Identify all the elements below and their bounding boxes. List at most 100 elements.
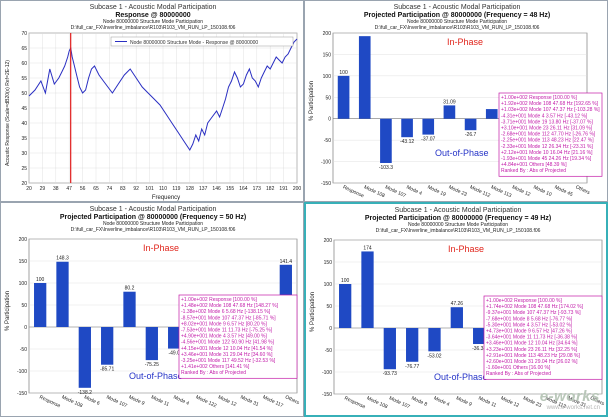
participation-bar-chart-48hz: Subcase 1 - Acoustic Modal Participation… — [309, 4, 603, 199]
y-tick-label: 60 — [21, 61, 27, 67]
bar — [339, 284, 352, 328]
x-tick-label: 137 — [199, 186, 208, 192]
y-tick-label: 0 — [329, 326, 332, 332]
x-tick-label: Mode 10 — [532, 184, 552, 198]
chart-header: Subcase 1 - Acoustic Modal Participation — [90, 206, 217, 213]
response-series-line — [28, 38, 298, 151]
bar — [485, 109, 498, 119]
chart-title: Projected Participation @ 80000000 (Freq… — [60, 214, 246, 221]
y-tick-label: -150 — [17, 391, 27, 397]
bar-value-label: 31.09 — [443, 99, 456, 105]
bar — [450, 307, 463, 328]
x-tick-label: Mode 45 — [553, 184, 573, 198]
x-tick-label: 20 — [26, 186, 32, 192]
participation-legend: +1.00e+002 Response [100.00 %]+1.74e+002… — [483, 295, 603, 380]
watermark-logo: e-works www.e-works.net.cn — [540, 388, 600, 411]
panel-participation-50hz[interactable]: Subcase 1 - Acoustic Modal Participation… — [0, 202, 304, 417]
bar — [56, 261, 69, 327]
bar-value-label: 100 — [341, 278, 350, 284]
y-tick-label: 100 — [323, 74, 332, 80]
participation-bar-chart-49hz: Subcase 1 - Acoustic Modal Participation… — [310, 207, 606, 410]
legend-entry: +1.00e+002 Response [100.00 %] — [486, 298, 563, 304]
x-tick-label: Mode 9 — [128, 394, 146, 407]
x-tick-label: 38 — [53, 186, 59, 192]
bar-value-label: 80.2 — [125, 286, 135, 292]
chart-title: Projected Participation @ 80000000 (Freq… — [364, 12, 550, 19]
bar-value-label: -85.71 — [100, 367, 114, 373]
y-tick-label: 70 — [21, 31, 27, 37]
bar — [422, 118, 435, 135]
chart-header: Subcase 1 - Acoustic Modal Participation — [395, 207, 522, 214]
y-tick-label: 65 — [21, 46, 27, 52]
legend-entry: +4.73e+001 Mode 9 6.57 Hz [47.26 %] — [486, 329, 573, 335]
y-tick-label: 50 — [21, 91, 27, 97]
y-tick-label: 0 — [24, 325, 27, 331]
legend-entry: +4.90e+001 Mode 4 3.57 Hz [49.00 %] — [181, 334, 268, 340]
participation-legend: +1.00e+002 Response [100.00 %]+1.48e+002… — [178, 294, 298, 379]
x-tick-label: Mode 11 — [150, 394, 170, 408]
bar — [361, 251, 374, 328]
x-tick-label: Mode 113 — [490, 184, 513, 199]
chart-header: Subcase 1 - Acoustic Modal Participation — [90, 4, 217, 11]
bar — [383, 328, 396, 370]
bar-value-label: 174 — [363, 245, 372, 251]
bar-value-label: 148.3 — [56, 256, 69, 262]
bar — [464, 118, 477, 131]
bar — [473, 328, 486, 345]
x-tick-label: Mode 122 — [195, 394, 218, 409]
bar — [401, 118, 413, 138]
y-tick-label: 150 — [324, 260, 333, 266]
bar-value-label: -49.0 — [168, 351, 180, 357]
y-tick-label: 200 — [324, 238, 333, 244]
chart-node-line: Node 80000000 Structure Mode Participati… — [103, 19, 203, 25]
y-tick-label: -150 — [322, 392, 332, 398]
in-phase-label: In-Phase — [447, 37, 483, 47]
panel-participation-48hz[interactable]: Subcase 1 - Acoustic Modal Participation… — [304, 0, 608, 202]
x-tick-label: 56 — [80, 186, 86, 192]
x-tick-label: 110 — [159, 186, 167, 192]
x-tick-label: Response — [343, 395, 366, 410]
legend-entry: +3.46e+001 Mode 12 10.04 Hz [34.64 %] — [486, 341, 578, 347]
out-of-phase-label: Out-of-Phase — [129, 371, 183, 381]
legend-entry: +1.92e+002 Mode 108 47.68 Hz [192.65 %] — [501, 101, 599, 107]
y-tick-label: 150 — [323, 52, 332, 58]
legend-entry: -3.64e+001 Mode 11 11.73 Hz [-36.38 %] — [486, 335, 578, 341]
y-axis-label: % Participation — [309, 81, 315, 121]
chart-file-path: D:\full_car_FX\Inverline_imbalance\R103\… — [71, 227, 236, 233]
x-tick-label: Others — [589, 395, 606, 407]
y-axis-label: % Participation — [5, 291, 11, 331]
bar — [406, 328, 419, 362]
legend-entry: -2.68e+001 Mode 112 47.70 Hz [-26.76 %] — [501, 132, 596, 138]
bar — [443, 105, 456, 119]
x-tick-label: 119 — [172, 186, 180, 192]
y-tick-label: 200 — [323, 31, 332, 37]
panel-response-curve[interactable]: Subcase 1 - Acoustic Modal Participation… — [0, 0, 304, 202]
y-axis-label: Acoustic Response (Scale=dB20(x) Ref=2E-… — [5, 60, 11, 166]
legend-entry: +1.41e+002 Others [141.41 %] — [181, 364, 250, 370]
x-tick-label: Mode 112 — [469, 184, 492, 199]
legend-entry: +1.74e+002 Mode 108 47.68 Hz [174.02 %] — [486, 304, 584, 310]
x-tick-label: 155 — [226, 186, 235, 192]
bar — [145, 327, 158, 361]
x-tick-label: Mode 19 — [426, 184, 446, 198]
x-tick-label: Mode 6 — [83, 394, 101, 407]
y-tick-label: 25 — [21, 166, 27, 172]
bar — [337, 75, 350, 119]
y-tick-label: -50 — [325, 348, 332, 354]
y-tick-label: -100 — [321, 160, 331, 166]
x-tick-label: 128 — [186, 186, 195, 192]
x-tick-label: Mode 4 — [172, 394, 190, 407]
x-tick-label: 83 — [120, 186, 126, 192]
legend-entry: -4.31e+001 Mode 4 3.57 Hz [-43.12 %] — [501, 113, 588, 119]
x-tick-label: 164 — [239, 186, 248, 192]
x-tick-label: Mode 107 — [105, 394, 128, 409]
y-tick-label: 100 — [19, 281, 28, 287]
x-tick-label: Mode 8 — [410, 395, 428, 408]
x-tick-label: Others — [284, 394, 301, 406]
legend-entry: -1.38e+002 Mode 6 5.68 Hz [-138.15 %] — [181, 309, 271, 315]
y-tick-label: 30 — [21, 151, 27, 157]
legend-entry: +2.12e+001 Mode 10 16.04 Hz [21.16 %] — [501, 150, 593, 156]
x-tick-label: 146 — [212, 186, 221, 192]
panel-participation-49hz[interactable]: Subcase 1 - Acoustic Modal Participation… — [304, 202, 608, 417]
x-tick-label: 191 — [279, 186, 288, 192]
